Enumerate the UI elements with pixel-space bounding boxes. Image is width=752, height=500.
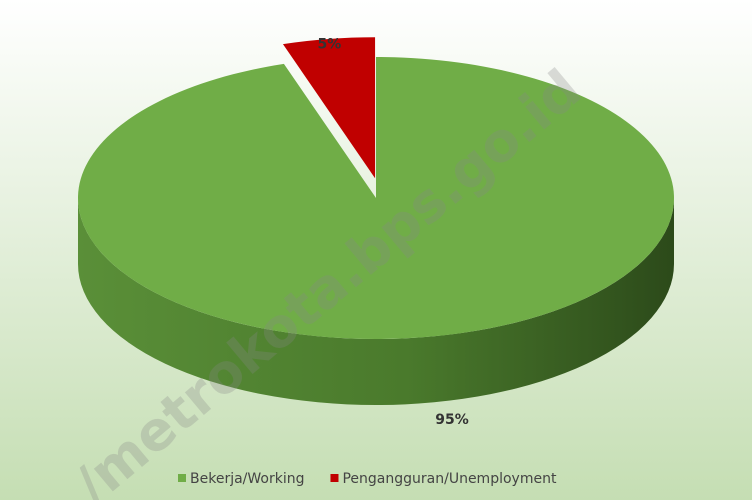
legend-swatch <box>178 474 186 482</box>
pie <box>77 37 674 405</box>
legend-label: Bekerja/Working <box>190 471 304 487</box>
data-label: 5% <box>317 37 341 53</box>
slice-side <box>78 198 674 405</box>
slice <box>282 37 376 179</box>
legend-swatch <box>330 474 339 482</box>
data-label: 95% <box>435 412 469 428</box>
slice <box>77 57 674 339</box>
legend-label: Pengangguran/Unemployment <box>342 471 556 487</box>
